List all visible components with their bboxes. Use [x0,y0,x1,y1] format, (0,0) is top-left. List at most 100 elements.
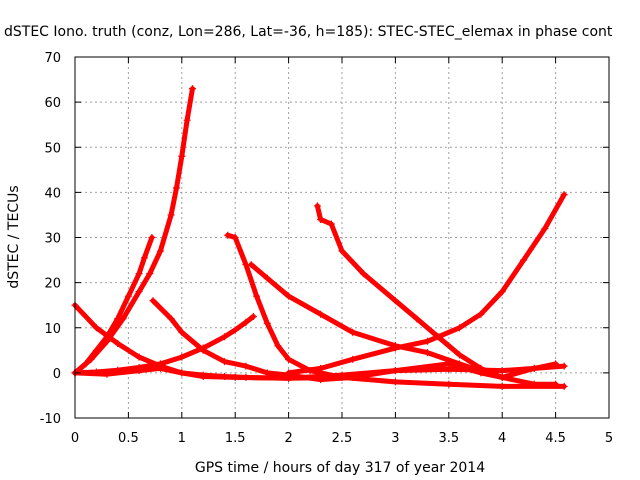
y-tick-label: 60 [44,96,61,111]
data-point [349,373,357,381]
data-point [82,360,90,368]
data-point [285,369,293,377]
data-point [242,318,250,326]
data-point [124,292,132,300]
data-point [263,369,271,377]
y-tick-label: -10 [40,412,61,427]
data-point [560,362,568,370]
data-point [445,380,453,388]
data-point [541,224,549,232]
data-point [349,355,357,363]
series-sat-a [71,85,196,377]
data-point [242,373,250,381]
x-tick-label: 3 [391,431,399,446]
x-tick-label: 4 [498,431,506,446]
y-tick-label: 50 [44,141,61,156]
chart-title: dSTEC Iono. truth (conz, Lon=286, Lat=-3… [4,24,613,40]
series-sat-i [313,202,506,381]
data-point [172,184,180,192]
data-point [391,378,399,386]
data-point [455,324,463,332]
series-group [71,85,568,390]
x-tick-label: 4.5 [545,431,566,446]
data-point [391,297,399,305]
data-point [455,360,463,368]
data-point [249,312,257,320]
data-point [242,362,250,370]
data-point [135,288,143,296]
x-tick-label: 0.5 [118,431,139,446]
data-point [285,355,293,363]
data-point [317,364,325,372]
data-point [498,373,506,381]
y-axis-label: dSTEC / TECUs [6,185,22,288]
x-tick-label: 2.5 [332,431,353,446]
data-point [263,319,271,327]
data-point [530,364,538,372]
data-point [183,116,191,124]
data-point [359,270,367,278]
data-point [560,191,568,199]
y-tick-labels: -10 0 10 20 30 40 50 60 70 [40,51,61,427]
data-point [477,310,485,318]
data-point [148,234,156,241]
data-point [114,315,122,323]
series-line [72,365,567,389]
data-point [178,328,186,336]
data-point [338,247,346,255]
y-tick-label: 0 [53,367,61,382]
data-point [167,315,175,323]
series-sat-b [71,234,156,377]
data-point [146,270,154,278]
data-point [552,360,560,368]
data-point [498,367,506,375]
data-point [156,247,164,255]
series-line [72,235,155,376]
data-point [247,261,255,269]
data-point [178,369,186,377]
data-point [477,364,485,372]
data-point [455,351,463,359]
data-point [391,344,399,352]
data-point [263,274,271,282]
data-point [530,380,538,388]
data-point [423,349,431,357]
data-point [188,85,196,93]
data-point [140,254,148,262]
data-point [199,346,207,354]
data-point [317,310,325,318]
data-point [498,382,506,390]
x-tick-label: 0 [71,431,79,446]
y-tick-label: 10 [44,322,61,337]
y-tick-label: 20 [44,277,61,292]
data-point [221,333,229,341]
data-point [135,353,143,361]
y-tick-label: 30 [44,232,61,247]
data-point [285,292,293,300]
x-tick-label: 5 [605,431,613,446]
data-point [313,202,321,210]
data-point [391,367,399,375]
data-point [221,372,229,380]
series-sat-j [285,191,568,377]
data-point [199,371,207,379]
data-point [103,370,111,378]
ticks [74,56,610,419]
data-point [135,270,143,278]
data-point [520,256,528,264]
x-tick-labels: 0 0.5 1 1.5 2 2.5 3 3.5 4 4.5 5 [71,431,613,446]
data-point [178,353,186,361]
data-point [149,297,157,305]
series-line [225,232,345,380]
x-tick-label: 1 [178,431,186,446]
x-tick-label: 2 [284,431,292,446]
series-line [314,203,505,380]
data-point [327,220,335,228]
data-point [167,211,175,219]
data-point [253,292,261,300]
data-point [338,373,346,381]
data-point [274,342,282,350]
data-point [224,231,232,239]
data-point [92,324,100,332]
data-point [231,234,239,241]
